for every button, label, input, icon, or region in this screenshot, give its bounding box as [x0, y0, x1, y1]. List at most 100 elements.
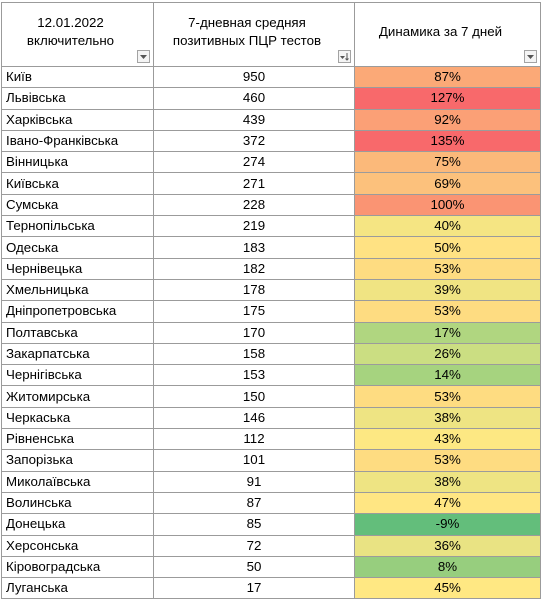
cell-avg-tests[interactable]: 87: [153, 491, 355, 515]
sort-descending-filter-icon[interactable]: [338, 50, 351, 63]
table-row: Рівненська 112 43%: [1, 428, 541, 451]
cell-region[interactable]: Херсонська: [1, 534, 154, 557]
dropdown-arrow-icon[interactable]: [137, 50, 150, 63]
cell-avg-tests[interactable]: 91: [153, 470, 355, 493]
cell-dynamics[interactable]: 92%: [354, 108, 541, 131]
cell-region[interactable]: Київ: [1, 65, 154, 89]
cell-region[interactable]: Чернігівська: [1, 364, 154, 387]
table-row: Донецька 85 -9%: [1, 513, 541, 536]
cell-region[interactable]: Харківська: [1, 108, 154, 131]
cell-region[interactable]: Черкаська: [1, 406, 154, 430]
header-date-line1: 12.01.2022: [37, 14, 104, 30]
header-avg-line1: 7-дневная средняя: [188, 14, 306, 30]
cell-avg-tests[interactable]: 372: [153, 129, 355, 153]
cell-dynamics[interactable]: 135%: [354, 129, 541, 153]
cell-avg-tests[interactable]: 17: [153, 577, 355, 600]
cell-avg-tests[interactable]: 150: [153, 385, 355, 408]
cell-dynamics[interactable]: -9%: [354, 513, 541, 536]
cell-dynamics[interactable]: 53%: [354, 300, 541, 323]
cell-region[interactable]: Хмельницька: [1, 278, 154, 302]
cell-dynamics[interactable]: 53%: [354, 385, 541, 408]
cell-region[interactable]: Волинська: [1, 491, 154, 515]
cell-dynamics[interactable]: 36%: [354, 534, 541, 557]
cell-region[interactable]: Донецька: [1, 513, 154, 536]
cell-region[interactable]: Вінницька: [1, 151, 154, 174]
cell-avg-tests[interactable]: 219: [153, 215, 355, 238]
cell-avg-tests[interactable]: 101: [153, 449, 355, 472]
cell-avg-tests[interactable]: 178: [153, 278, 355, 302]
cell-dynamics[interactable]: 75%: [354, 151, 541, 174]
table-row: Львівська 460 127%: [1, 87, 541, 110]
table-row: Вінницька 274 75%: [1, 151, 541, 174]
cell-dynamics[interactable]: 40%: [354, 215, 541, 238]
table-row: Київ 950 87%: [1, 65, 541, 89]
cell-dynamics[interactable]: 39%: [354, 278, 541, 302]
cell-avg-tests[interactable]: 182: [153, 257, 355, 280]
cell-dynamics[interactable]: 87%: [354, 65, 541, 89]
cell-region[interactable]: Миколаївська: [1, 470, 154, 493]
table-row: Дніпропетровська 175 53%: [1, 300, 541, 323]
cell-avg-tests[interactable]: 271: [153, 172, 355, 195]
cell-region[interactable]: Івано-Франківська: [1, 129, 154, 153]
cell-dynamics[interactable]: 38%: [354, 406, 541, 430]
cell-avg-tests[interactable]: 158: [153, 342, 355, 366]
cell-region[interactable]: Запорізька: [1, 449, 154, 472]
table-row: Закарпатська 158 26%: [1, 342, 541, 366]
table-row: Чернівецька 182 53%: [1, 257, 541, 280]
cell-dynamics[interactable]: 43%: [354, 428, 541, 451]
cell-dynamics[interactable]: 26%: [354, 342, 541, 366]
cell-avg-tests[interactable]: 950: [153, 65, 355, 89]
table-row: Херсонська 72 36%: [1, 534, 541, 557]
table-row: Тернопільська 219 40%: [1, 215, 541, 238]
cell-dynamics[interactable]: 14%: [354, 364, 541, 387]
table-row: Чернігівська 153 14%: [1, 364, 541, 387]
dropdown-arrow-icon[interactable]: [524, 50, 537, 63]
cell-avg-tests[interactable]: 439: [153, 108, 355, 131]
cell-region[interactable]: Одеська: [1, 236, 154, 259]
cell-avg-tests[interactable]: 72: [153, 534, 355, 557]
cell-region[interactable]: Чернівецька: [1, 257, 154, 280]
header-dynamics[interactable]: Динамика за 7 дней: [354, 2, 541, 67]
cell-avg-tests[interactable]: 175: [153, 300, 355, 323]
cell-avg-tests[interactable]: 183: [153, 236, 355, 259]
header-date[interactable]: 12.01.2022 включительно: [1, 2, 154, 67]
cell-dynamics[interactable]: 50%: [354, 236, 541, 259]
cell-dynamics[interactable]: 47%: [354, 491, 541, 515]
table-row: Полтавська 170 17%: [1, 321, 541, 344]
table-row: Київська 271 69%: [1, 172, 541, 195]
cell-region[interactable]: Житомирська: [1, 385, 154, 408]
cell-dynamics[interactable]: 127%: [354, 87, 541, 110]
cell-region[interactable]: Львівська: [1, 87, 154, 110]
cell-region[interactable]: Рівненська: [1, 428, 154, 451]
cell-dynamics[interactable]: 100%: [354, 193, 541, 217]
cell-dynamics[interactable]: 45%: [354, 577, 541, 600]
cell-dynamics[interactable]: 17%: [354, 321, 541, 344]
cell-avg-tests[interactable]: 50: [153, 555, 355, 579]
cell-dynamics[interactable]: 53%: [354, 257, 541, 280]
cell-region[interactable]: Луганська: [1, 577, 154, 600]
cell-avg-tests[interactable]: 170: [153, 321, 355, 344]
cell-region[interactable]: Полтавська: [1, 321, 154, 344]
table-row: Луганська 17 45%: [1, 577, 541, 600]
cell-avg-tests[interactable]: 274: [153, 151, 355, 174]
header-date-line2: включительно: [26, 32, 115, 48]
cell-dynamics[interactable]: 53%: [354, 449, 541, 472]
cell-region[interactable]: Дніпропетровська: [1, 300, 154, 323]
cell-region[interactable]: Закарпатська: [1, 342, 154, 366]
cell-region[interactable]: Сумська: [1, 193, 154, 217]
cell-dynamics[interactable]: 38%: [354, 470, 541, 493]
cell-region[interactable]: Київська: [1, 172, 154, 195]
header-avg-tests[interactable]: 7-дневная средняя позитивных ПЦР тестов: [153, 2, 355, 67]
cell-avg-tests[interactable]: 112: [153, 428, 355, 451]
cell-avg-tests[interactable]: 460: [153, 87, 355, 110]
cell-region[interactable]: Тернопільська: [1, 215, 154, 238]
cell-avg-tests[interactable]: 228: [153, 193, 355, 217]
cell-avg-tests[interactable]: 85: [153, 513, 355, 536]
cell-region[interactable]: Кіровоградська: [1, 555, 154, 579]
cell-avg-tests[interactable]: 153: [153, 364, 355, 387]
cell-dynamics[interactable]: 8%: [354, 555, 541, 579]
cell-dynamics[interactable]: 69%: [354, 172, 541, 195]
header-avg-line2: позитивных ПЦР тестов: [172, 32, 322, 48]
cell-avg-tests[interactable]: 146: [153, 406, 355, 430]
